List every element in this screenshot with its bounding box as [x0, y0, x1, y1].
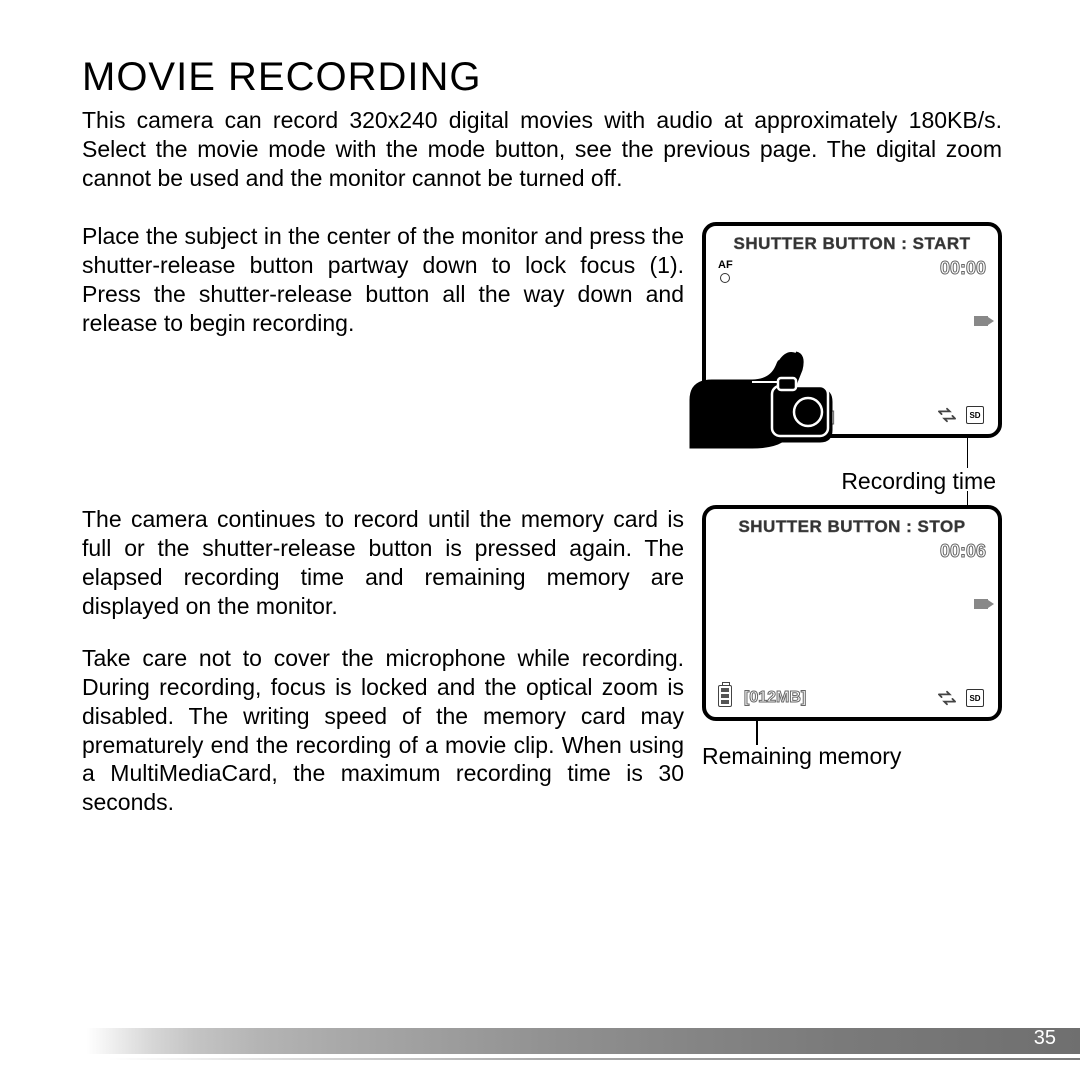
movie-mode-icon: [974, 316, 988, 326]
movie-mode-icon: [974, 599, 988, 609]
lcd1-timer: 00:00: [940, 258, 986, 279]
leader-line: [967, 438, 969, 468]
page-number: 35: [1034, 1027, 1056, 1050]
intro-paragraph: This camera can record 320x240 digital m…: [82, 106, 1002, 192]
hand-illustration: 1: [682, 330, 842, 450]
caption-recording-time: Recording time: [702, 468, 1002, 495]
lcd-screen-stop: SHUTTER BUTTON : STOP 00:06 [012MB] SD: [702, 505, 1002, 721]
af-indicator: AF: [718, 260, 733, 283]
footer-gradient-band: 35: [0, 1028, 1080, 1066]
page-title: MOVIE RECORDING: [82, 55, 1002, 100]
paragraph-2: The camera continues to record until the…: [82, 505, 684, 620]
sd-card-icon: SD: [966, 406, 984, 424]
af-circle-icon: [720, 273, 730, 283]
caption-remaining-memory: Remaining memory: [702, 743, 1002, 770]
paragraph-3: Take care not to cover the microphone wh…: [82, 644, 684, 817]
transfer-icon: [936, 689, 958, 707]
lcd1-top-label: SHUTTER BUTTON : START: [706, 234, 998, 254]
sd-card-icon: SD: [966, 689, 984, 707]
paragraph-1: Place the subject in the center of the m…: [82, 222, 684, 337]
lcd2-top-label: SHUTTER BUTTON : STOP: [706, 517, 998, 537]
lcd2-memory-label: [012MB]: [744, 689, 806, 707]
leader-line: [756, 721, 758, 745]
af-label: AF: [718, 259, 733, 271]
lcd-screen-start: SHUTTER BUTTON : START 00:00 AF MB] SD: [702, 222, 1002, 438]
callout-number-1: 1: [734, 348, 746, 374]
lcd2-timer: 00:06: [940, 541, 986, 562]
battery-icon: [718, 685, 732, 707]
transfer-icon: [936, 406, 958, 424]
